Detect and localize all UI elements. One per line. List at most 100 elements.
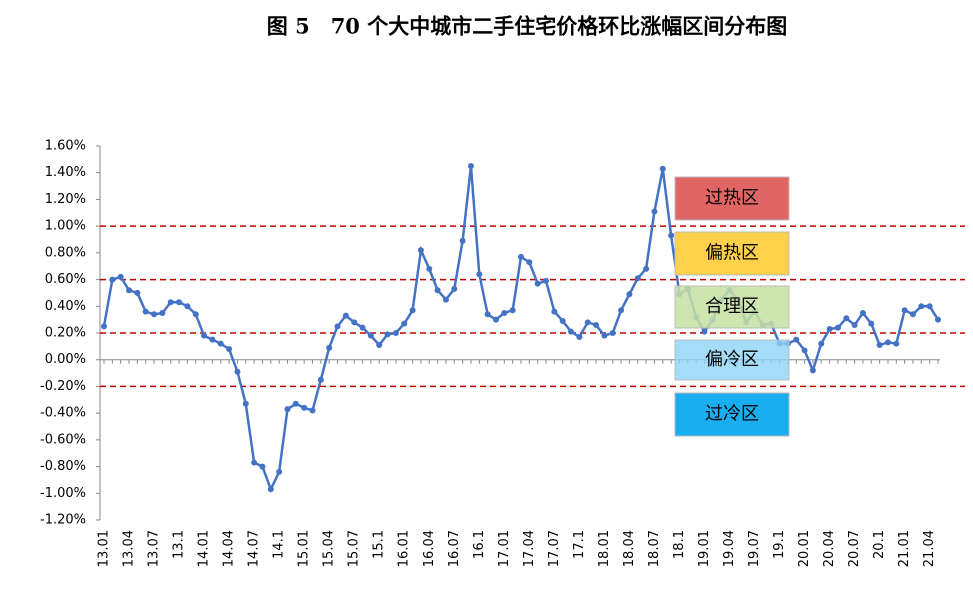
zone-label: 偏热区 [705, 243, 759, 264]
point [634, 275, 641, 282]
point [217, 340, 224, 347]
point [626, 291, 633, 298]
point [126, 287, 133, 294]
point [451, 285, 458, 292]
zone-label: 过冷区 [705, 404, 759, 425]
point [793, 336, 800, 343]
x-tick-label: 20.01 [797, 530, 812, 567]
y-tick-label: 0.60% [45, 272, 86, 287]
point [284, 406, 291, 413]
chart-title: 图 5 70 个大中城市二手住宅价格环比涨幅区间分布图 [267, 14, 787, 39]
x-tick-label: 20.1 [872, 530, 887, 559]
point [317, 376, 324, 383]
zone-label: 过热区 [705, 188, 759, 209]
point [226, 346, 233, 353]
zone: 偏冷区 [674, 339, 790, 381]
point [309, 407, 316, 414]
point [376, 342, 383, 349]
x-tick-label: 15.1 [372, 530, 387, 559]
point [259, 463, 266, 470]
point [859, 309, 866, 316]
x-tick-label: 16.1 [472, 530, 487, 559]
x-tick-label: 20.04 [822, 530, 837, 567]
point [417, 247, 424, 254]
x-tick-label: 14.04 [222, 530, 237, 567]
point [234, 368, 241, 375]
point [809, 367, 816, 374]
point [668, 232, 675, 239]
point [159, 309, 166, 316]
point [201, 332, 208, 339]
point [601, 332, 608, 339]
zone-label: 偏冷区 [705, 349, 759, 370]
x-tick-label: 13.1 [172, 530, 187, 559]
x-tick-label: 20.07 [847, 530, 862, 567]
point [543, 277, 550, 284]
point [659, 165, 666, 172]
point [926, 303, 933, 310]
y-tick-label: 1.00% [45, 219, 86, 234]
x-tick-label: 19.04 [722, 530, 737, 567]
point [918, 303, 925, 310]
point [101, 323, 107, 330]
x-tick-label: 19.01 [697, 530, 712, 567]
point [401, 320, 408, 327]
y-tick-label: 1.20% [45, 192, 86, 207]
x-tick-label: 19.1 [772, 530, 787, 559]
point [501, 309, 508, 316]
point [643, 265, 650, 272]
y-tick-label: 0.20% [45, 326, 86, 341]
x-tick-label: 15.07 [347, 530, 362, 567]
y-tick-label: -1.00% [40, 486, 86, 501]
point [651, 208, 658, 215]
point [301, 404, 308, 411]
zone-box [674, 392, 790, 437]
point [559, 317, 566, 324]
point [276, 468, 283, 475]
x-tick-label: 18.07 [647, 530, 662, 567]
point [367, 332, 374, 339]
point [935, 316, 941, 323]
point [334, 323, 341, 330]
x-tick-label: 17.04 [522, 530, 537, 567]
x-tick-label: 14.01 [197, 530, 212, 567]
point [701, 328, 708, 335]
point [843, 315, 850, 322]
point [826, 325, 833, 332]
point [476, 271, 483, 278]
x-tick-label: 17.01 [497, 530, 512, 567]
series-line [102, 165, 940, 493]
point [893, 340, 900, 347]
point [576, 334, 583, 341]
y-tick-label: 1.40% [45, 165, 86, 180]
point [326, 344, 333, 351]
zone-box [674, 231, 790, 276]
y-tick-label: -0.60% [40, 432, 86, 447]
point [851, 321, 858, 328]
zone-label: 合理区 [705, 296, 759, 317]
point [801, 347, 808, 354]
point [142, 308, 149, 315]
point [593, 321, 600, 328]
point [292, 400, 299, 407]
point [834, 324, 841, 331]
x-tick-label: 16.04 [422, 530, 437, 567]
point [584, 319, 591, 326]
x-tick-label: 14.07 [247, 530, 262, 567]
point [909, 311, 916, 318]
x-tick-label: 18.04 [622, 530, 637, 567]
point [884, 339, 891, 346]
zone: 合理区 [674, 285, 790, 329]
point [568, 328, 575, 335]
point [868, 320, 875, 327]
zone-box [674, 176, 790, 221]
y-tick-label: 0.00% [45, 352, 86, 367]
x-tick-label: 13.01 [97, 530, 112, 567]
point [167, 299, 174, 306]
y-tick-label: 1.60% [45, 139, 86, 154]
point [901, 307, 908, 314]
point [359, 324, 366, 331]
point [467, 163, 474, 170]
point [267, 486, 274, 493]
